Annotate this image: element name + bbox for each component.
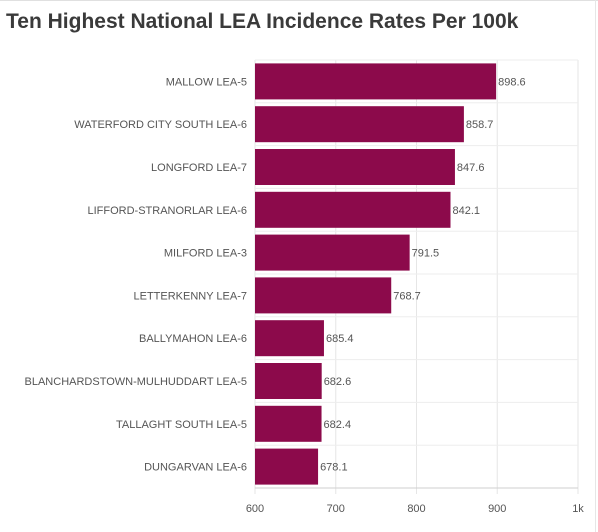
category-labels: MALLOW LEA-5 WATERFORD CITY SOUTH LEA-6 LO…	[25, 76, 247, 473]
value-label: 682.4	[324, 419, 352, 431]
value-label: 768.7	[393, 290, 421, 302]
bar[interactable]	[255, 234, 410, 271]
value-label: 682.6	[324, 376, 352, 388]
value-label: 898.6	[498, 76, 526, 88]
value-labels: 898.6 858.7 847.6 842.1 791.5 768.7 685.4 682.6…	[320, 76, 526, 473]
category-label: BALLYMAHON LEA-6	[139, 333, 247, 345]
x-axis: 600 700 800 900 1k	[246, 487, 584, 515]
value-label: 685.4	[326, 333, 354, 345]
bar[interactable]	[255, 363, 322, 399]
value-label: 847.6	[457, 162, 485, 174]
panel-right-border	[595, 0, 596, 532]
x-tick-label: 700	[327, 503, 345, 515]
value-label: 858.7	[466, 119, 494, 131]
x-tick-label: 900	[488, 503, 506, 515]
category-label: DUNGARVAN LEA-6	[144, 462, 247, 474]
category-label: MILFORD LEA-3	[164, 248, 247, 260]
bars-group	[255, 63, 497, 485]
value-label: 842.1	[452, 205, 480, 217]
category-label: LETTERKENNY LEA-7	[133, 290, 247, 302]
value-label: 791.5	[412, 248, 440, 260]
bar[interactable]	[255, 149, 455, 185]
bar[interactable]	[255, 320, 324, 357]
x-tick-label: 800	[407, 503, 425, 515]
value-label: 678.1	[320, 462, 348, 474]
category-label: MALLOW LEA-5	[166, 76, 247, 88]
category-label: BLANCHARDSTOWN-MULHUDDART LEA-5	[25, 376, 247, 388]
bar[interactable]	[255, 63, 497, 100]
bar[interactable]	[255, 448, 319, 485]
category-label: WATERFORD CITY SOUTH LEA-6	[74, 119, 247, 131]
panel-top-border	[0, 0, 598, 1]
x-tick-label: 1k	[572, 503, 584, 515]
bar[interactable]	[255, 191, 451, 228]
bar[interactable]	[255, 405, 322, 442]
x-tick-label: 600	[246, 503, 264, 515]
chart-title: Ten Highest National LEA Incidence Rates…	[6, 10, 519, 33]
category-label: LIFFORD-STRANORLAR LEA-6	[87, 205, 247, 217]
bar[interactable]	[255, 277, 392, 314]
bar[interactable]	[255, 106, 464, 143]
category-label: TALLAGHT SOUTH LEA-5	[116, 419, 247, 431]
category-label: LONGFORD LEA-7	[151, 162, 247, 174]
